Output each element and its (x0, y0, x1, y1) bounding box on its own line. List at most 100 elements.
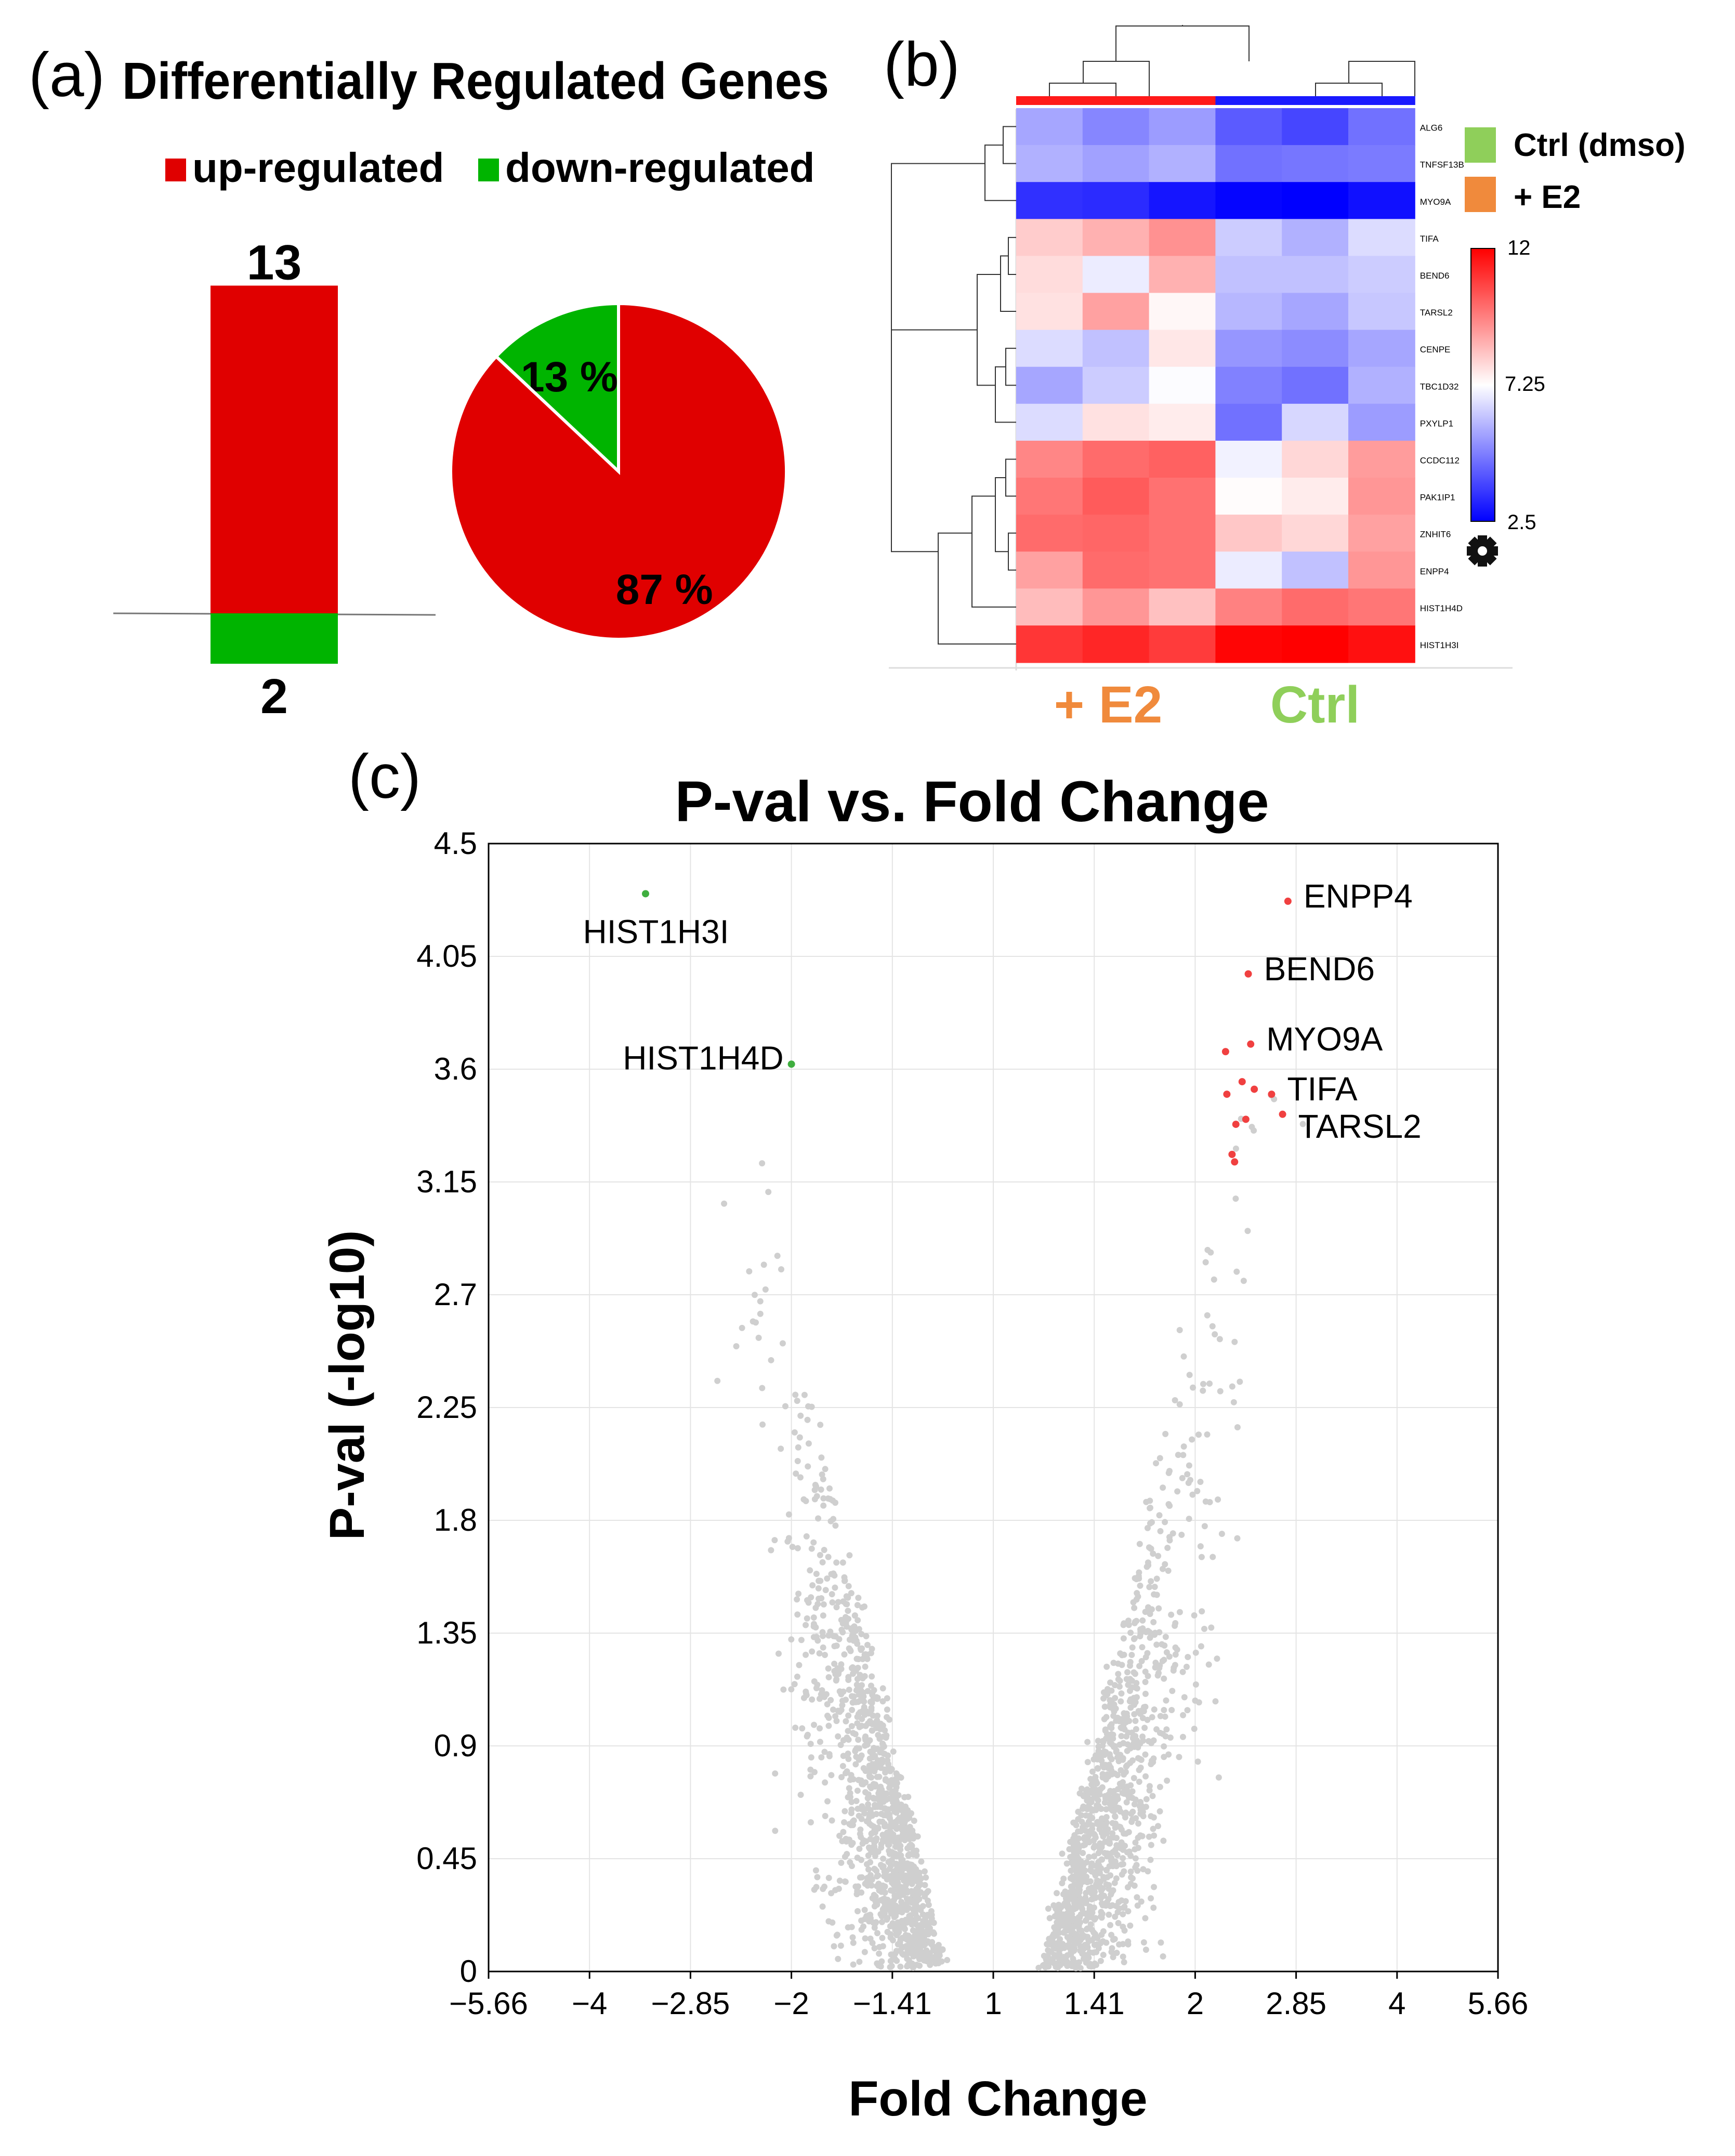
background-point (864, 1641, 871, 1648)
background-point (863, 1633, 870, 1639)
background-point (884, 1915, 891, 1922)
group-bar (1149, 96, 1216, 105)
background-point (1126, 1688, 1133, 1694)
background-point (1132, 1864, 1139, 1871)
background-point (796, 1662, 803, 1668)
background-point (858, 1631, 865, 1637)
point-label: HIST1H3I (583, 913, 729, 950)
heatmap-row-label: MYO9A (1420, 197, 1451, 207)
background-point (805, 1599, 812, 1606)
background-point (1140, 1866, 1147, 1873)
background-point (825, 1674, 832, 1680)
background-point (804, 1416, 811, 1423)
bar-up (211, 285, 338, 613)
background-point (1066, 1937, 1073, 1943)
background-point (1071, 1887, 1077, 1894)
background-point (1100, 1764, 1107, 1771)
background-point (892, 1787, 899, 1794)
background-point (1122, 1769, 1129, 1776)
background-point (1154, 1823, 1161, 1830)
background-point (1153, 1726, 1160, 1733)
background-point (888, 1874, 895, 1881)
heatmap-cell (1282, 145, 1349, 183)
heatmap-cell (1016, 182, 1083, 220)
background-point (916, 1896, 923, 1902)
background-point (1180, 1353, 1187, 1360)
heatmap-row-label: HIST1H3I (1420, 640, 1459, 650)
background-point (1080, 1793, 1087, 1799)
background-point (923, 1874, 929, 1881)
background-point (823, 1691, 830, 1698)
background-point (1133, 1685, 1139, 1691)
background-point (1138, 1658, 1145, 1664)
background-point (1099, 1752, 1106, 1759)
background-point (917, 1889, 924, 1896)
background-point (1125, 1938, 1132, 1945)
gear-icon[interactable] (1467, 535, 1498, 567)
background-point (865, 1866, 872, 1873)
background-point (1112, 1799, 1119, 1806)
background-point (814, 1874, 821, 1881)
dendrogram-left (1008, 236, 1016, 275)
background-point (774, 1253, 781, 1259)
background-point (1166, 1534, 1173, 1541)
background-point (1121, 1620, 1127, 1627)
background-point (908, 1834, 914, 1841)
background-point (878, 1888, 885, 1895)
highlight-point (1228, 1150, 1236, 1158)
heatmap-cell (1348, 551, 1415, 589)
background-point (1083, 1859, 1090, 1865)
background-point (1117, 1650, 1124, 1657)
background-point (1070, 1875, 1076, 1882)
background-point (1150, 1904, 1157, 1911)
background-point (1124, 1884, 1131, 1890)
background-point (1090, 1837, 1097, 1844)
background-point (1088, 1914, 1095, 1921)
background-point (1122, 1814, 1128, 1821)
background-point (835, 1599, 842, 1606)
background-point (878, 1844, 885, 1851)
background-point (751, 1292, 758, 1298)
background-point (1100, 1952, 1107, 1958)
background-point (1090, 1949, 1097, 1956)
background-point (784, 1538, 791, 1545)
heatmap-cell (1215, 330, 1283, 367)
background-point (1111, 1682, 1118, 1689)
background-point (887, 1824, 893, 1831)
background-point (921, 1941, 927, 1948)
background-point (1145, 1559, 1151, 1566)
background-point (893, 1948, 900, 1954)
background-point (811, 1623, 818, 1629)
background-point (854, 1676, 861, 1682)
background-point (1098, 1900, 1105, 1907)
background-point (1139, 1733, 1146, 1740)
background-point (889, 1879, 896, 1886)
heatmap-cell (1082, 440, 1150, 478)
background-point (1108, 1687, 1115, 1694)
background-point (810, 1614, 817, 1621)
background-point (794, 1458, 801, 1465)
background-point (826, 1485, 833, 1492)
background-point (1121, 1710, 1127, 1717)
background-point (868, 1849, 875, 1856)
heatmap-cell (1016, 440, 1083, 478)
background-point (932, 1954, 939, 1961)
dendrogram-left (977, 273, 1001, 386)
background-point (808, 1754, 814, 1761)
background-point (1123, 1809, 1129, 1816)
background-point (1107, 1800, 1113, 1807)
background-point (1137, 1799, 1144, 1806)
background-point (1120, 1779, 1126, 1785)
heatmap-cell (1282, 625, 1349, 663)
background-point (839, 1698, 846, 1704)
background-point (1043, 1956, 1049, 1963)
background-point (788, 1636, 795, 1643)
background-point (859, 1716, 865, 1723)
background-point (1201, 1523, 1208, 1530)
background-point (1146, 1584, 1153, 1590)
background-point (835, 1669, 842, 1676)
background-point (887, 1907, 893, 1914)
y-tick-label: 4.05 (416, 939, 477, 974)
background-point (839, 1702, 846, 1708)
background-point (1135, 1744, 1141, 1751)
